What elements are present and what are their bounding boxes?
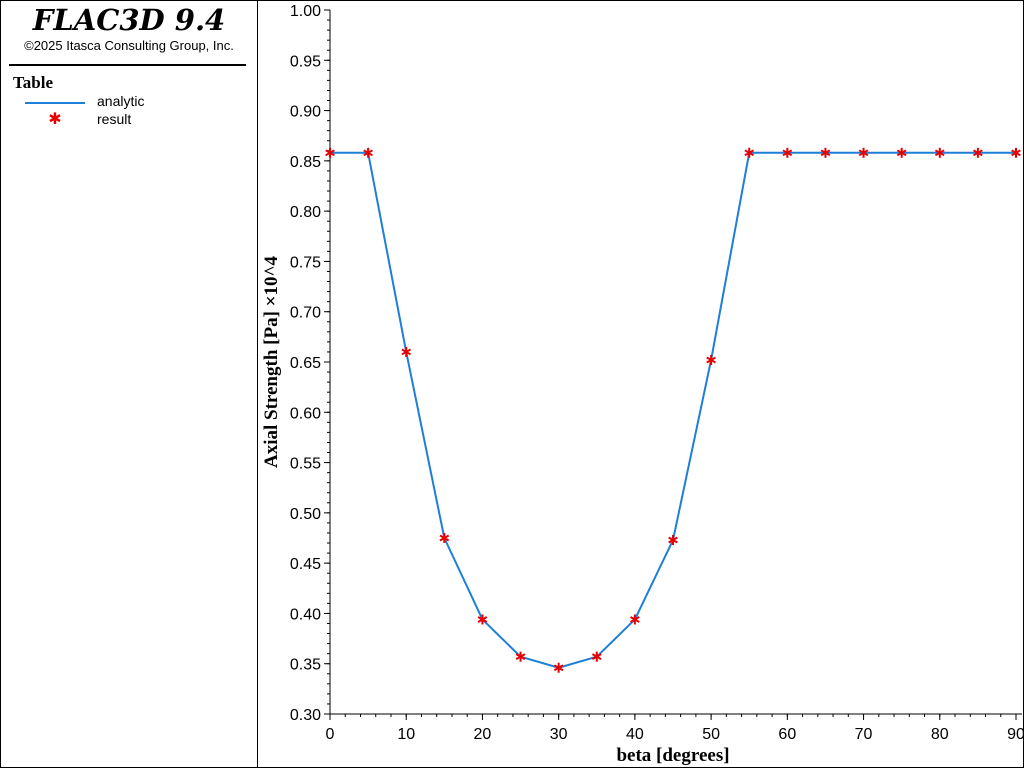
y-tick-label: 0.50 <box>290 506 321 523</box>
x-tick-label: 90 <box>1007 726 1023 743</box>
marker-stroke <box>896 149 907 157</box>
data-point-result <box>630 614 640 625</box>
data-point-result <box>1011 147 1021 158</box>
marker-stroke <box>477 616 488 623</box>
y-tick-label: 0.75 <box>290 254 321 271</box>
x-tick-label: 40 <box>626 726 644 743</box>
y-tick-label: 0.95 <box>290 53 321 70</box>
x-tick-label: 80 <box>931 726 949 743</box>
y-tick-label: 0.35 <box>290 657 321 674</box>
data-point-result <box>934 147 945 158</box>
marker-stroke <box>668 536 678 544</box>
y-tick-label: 1.00 <box>290 3 321 20</box>
title-divider <box>9 64 246 66</box>
data-point-result <box>973 147 983 158</box>
line-swatch-icon <box>25 102 85 104</box>
marker-stroke <box>553 664 564 672</box>
y-tick-label: 0.60 <box>290 405 321 422</box>
asterisk-marker-icon: ✱ <box>48 109 62 128</box>
data-point-result <box>439 533 450 543</box>
data-point-result <box>706 354 716 365</box>
y-axis-label: Axial Strength [Pa] ×10^4 <box>261 255 282 468</box>
y-tick-label: 0.85 <box>290 154 321 171</box>
y-tick-label: 0.70 <box>290 305 321 322</box>
data-point-result <box>515 651 526 662</box>
marker-stroke <box>858 149 869 157</box>
marker-stroke <box>934 149 945 157</box>
x-tick-label: 30 <box>550 726 568 743</box>
data-point-result <box>782 147 793 158</box>
x-tick-label: 50 <box>702 726 720 743</box>
x-tick-label: 10 <box>397 726 415 743</box>
legend-item-analytic[interactable]: analytic <box>21 93 241 111</box>
data-point-result <box>668 535 678 546</box>
marker-stroke <box>591 653 602 661</box>
legend-title: Table <box>13 73 54 92</box>
series-line-analytic <box>330 151 1016 669</box>
legend-item-label: analytic <box>97 93 145 109</box>
marker-stroke <box>706 356 716 364</box>
marker-stroke <box>820 149 831 157</box>
data-point-result <box>477 614 488 625</box>
data-point-result <box>744 147 755 158</box>
marker-stroke <box>401 348 412 356</box>
y-tick-label: 0.40 <box>290 606 321 623</box>
marker-stroke <box>439 534 450 542</box>
data-point-result <box>325 147 335 158</box>
marker-stroke <box>973 149 983 157</box>
marker-stroke <box>744 149 755 157</box>
data-point-result <box>858 147 869 158</box>
marker-stroke <box>782 149 793 157</box>
y-tick-label: 0.65 <box>290 355 321 372</box>
marker-stroke <box>515 653 526 661</box>
data-point-result <box>591 651 602 662</box>
y-tick-label: 0.80 <box>290 204 321 221</box>
marker-stroke <box>1011 149 1021 157</box>
data-point-result <box>553 662 564 673</box>
y-tick-label: 0.55 <box>290 456 321 473</box>
app-title: FLAC3D 9.4 <box>32 3 226 37</box>
legend-item-result[interactable]: ✱ result <box>21 111 241 129</box>
marker-stroke <box>630 616 640 623</box>
marker-stroke <box>363 149 373 157</box>
marker-stroke <box>325 149 335 157</box>
y-tick-label: 0.30 <box>290 707 321 724</box>
data-point-result <box>401 346 412 357</box>
x-tick-label: 0 <box>326 726 335 743</box>
legend-item-label: result <box>97 111 132 127</box>
x-tick-label: 70 <box>855 726 873 743</box>
data-point-result <box>363 147 373 158</box>
data-point-result <box>896 147 907 158</box>
copyright-text: ©2025 Itasca Consulting Group, Inc. <box>24 38 234 53</box>
data-point-result <box>820 147 831 158</box>
x-tick-label: 60 <box>778 726 796 743</box>
legend-panel: FLAC3D 9.4 ©2025 Itasca Consulting Group… <box>1 1 258 767</box>
x-tick-label: 20 <box>474 726 492 743</box>
y-tick-label: 0.45 <box>290 556 321 573</box>
y-tick-label: 0.90 <box>290 104 321 121</box>
chart-area: 0.30 0.35 0.40 0.45 0.50 0.55 0.60 0.65 0.70 0.75… <box>261 3 1023 766</box>
x-axis-label: beta [degrees] <box>616 745 729 766</box>
